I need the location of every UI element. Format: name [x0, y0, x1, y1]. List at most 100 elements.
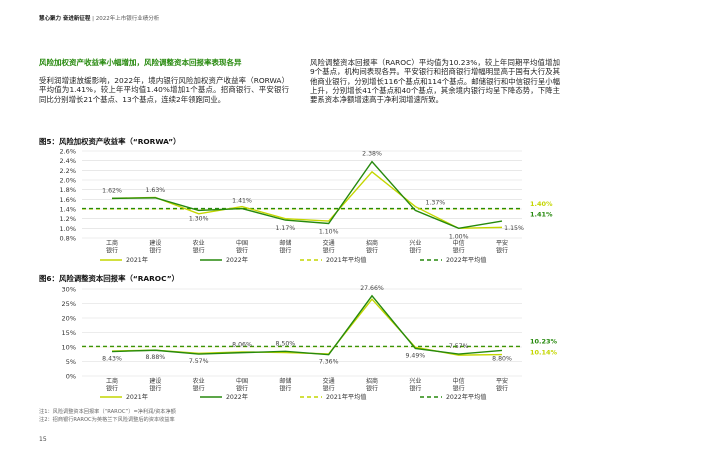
x-tick-label: 交通: [323, 239, 335, 247]
legend-label: 2021年: [126, 256, 148, 264]
y-tick-label: 2.6%: [59, 148, 76, 156]
data-label: 1.41%: [232, 198, 252, 205]
y-tick-label: 1.0%: [59, 225, 76, 233]
right-paragraph: 风险调整资本回报率（RAROC）平均值为10.23%，较上年同期平均值增加9个基…: [310, 58, 560, 105]
figure5-title: 图5：风险加权资产收益率（“RORWA”）: [39, 136, 180, 147]
x-tick-label: 银行: [106, 247, 118, 255]
legend-label: 2022年平均值: [446, 393, 487, 401]
x-tick-label: 银行: [236, 385, 248, 393]
y-tick-label: 30%: [62, 286, 76, 294]
data-label: 27.66%: [360, 285, 384, 292]
x-tick-label: 银行: [149, 247, 161, 255]
figure5-caption: 风险加权资产收益率（“RORWA”）: [58, 137, 181, 146]
x-tick-label: 银行: [453, 247, 465, 255]
x-tick-label: 建设: [149, 239, 161, 247]
y-tick-label: 15%: [62, 329, 76, 337]
series-line: [111, 170, 503, 230]
average-label: 1.41%: [530, 211, 553, 219]
series-line: [111, 294, 503, 356]
x-tick-label: 交通: [323, 377, 335, 385]
x-tick-label: 银行: [323, 247, 335, 255]
x-tick-label: 银行: [236, 247, 248, 255]
x-tick-label: 招商: [366, 239, 378, 247]
data-label: 1.62%: [102, 187, 122, 194]
y-tick-label: 25%: [62, 300, 76, 308]
data-label: 1.10%: [319, 229, 339, 236]
figure6-number: 图6：: [39, 274, 59, 283]
data-label: 8.50%: [276, 340, 296, 347]
y-tick-label: 1.2%: [59, 215, 76, 223]
y-tick-label: 20%: [62, 315, 76, 323]
data-label: 8.80%: [492, 355, 512, 362]
y-tick-label: 2.0%: [59, 177, 76, 185]
x-tick-label: 建设: [149, 377, 161, 385]
average-label: 1.40%: [530, 200, 553, 208]
x-tick-label: 银行: [279, 385, 291, 393]
rorwa-chart: 0.8% 1.0% 1.2%1.4% 1.6% 1.8%2.0% 2.2% 2.4%2.6%…: [59, 148, 553, 265]
data-label: 9.49%: [406, 352, 426, 359]
x-tick-label: 邮储: [279, 377, 291, 385]
note-2: 注2：招商银行RAROC为英格兰下风险调整后的资本收益率: [39, 417, 175, 423]
x-tick-label: 银行: [366, 385, 378, 393]
data-label: 1.37%: [426, 199, 446, 206]
y-tick-label: 0%: [66, 373, 76, 381]
x-tick-label: 招商: [366, 377, 378, 385]
data-label: 1.30%: [189, 215, 209, 222]
data-label: 2.38%: [362, 151, 382, 158]
header-title: 2022年上市银行业绩分析: [95, 16, 160, 22]
data-label: 8.06%: [232, 342, 252, 349]
left-paragraph: 受利润增速放缓影响，2022年，境内银行风险加权资产收益率（RORWA）平均值为…: [39, 76, 289, 104]
x-tick-label: 银行: [193, 247, 205, 255]
x-tick-label: 银行: [279, 247, 291, 255]
series-line: [111, 160, 503, 230]
x-tick-label: 邮储: [279, 239, 291, 247]
average-label: 10.14%: [530, 349, 558, 357]
data-label: 1.15%: [504, 225, 524, 232]
x-tick-label: 平安: [496, 377, 508, 385]
x-tick-label: 工商: [106, 239, 118, 247]
header-brand: 慧心聚力 奋进新征程: [39, 16, 91, 22]
x-tick-label: 中国: [236, 377, 248, 385]
data-label: 7.36%: [319, 359, 339, 366]
raroc-chart: 0%5%10%15%20%25%30%工商银行建设银行农业银行中国银行邮储银行交…: [62, 285, 558, 401]
y-tick-label: 5%: [66, 358, 76, 366]
x-tick-label: 兴业: [409, 377, 421, 385]
legend-label: 2021年平均值: [326, 393, 367, 401]
data-label: 1.00%: [449, 233, 469, 240]
data-label: 8.43%: [102, 356, 122, 363]
page-number: 15: [39, 436, 47, 443]
y-tick-label: 1.4%: [59, 206, 76, 214]
x-tick-label: 银行: [409, 247, 421, 255]
x-tick-label: 中国: [236, 239, 248, 247]
note-1: 注1：风险调整资本回报率（“RAROC”）=净利润/资本净额: [39, 409, 176, 415]
y-tick-label: 2.4%: [59, 157, 76, 165]
y-tick-label: 0.8%: [59, 235, 76, 243]
legend-label: 2021年平均值: [326, 256, 367, 264]
x-tick-label: 银行: [323, 385, 335, 393]
x-tick-label: 银行: [149, 385, 161, 393]
x-tick-label: 银行: [106, 385, 118, 393]
data-label: 8.88%: [146, 354, 166, 361]
x-tick-label: 银行: [366, 247, 378, 255]
figure6-title: 图6：风险调整资本回报率（“RAROC”）: [39, 273, 179, 284]
x-tick-label: 银行: [453, 385, 465, 393]
figure5-number: 图5：: [39, 137, 59, 146]
x-tick-label: 农业: [193, 377, 205, 385]
x-tick-label: 工商: [106, 377, 118, 385]
y-tick-label: 1.6%: [59, 196, 76, 204]
data-label: 1.63%: [146, 187, 166, 194]
x-tick-label: 农业: [193, 239, 205, 247]
legend-label: 2022年: [226, 393, 248, 401]
data-label: 1.17%: [276, 225, 296, 232]
y-tick-label: 1.8%: [59, 186, 76, 194]
x-tick-label: 银行: [496, 247, 508, 255]
y-tick-label: 10%: [62, 344, 76, 352]
data-label: 7.57%: [449, 343, 469, 350]
x-tick-label: 中信: [453, 377, 465, 385]
legend-label: 2021年: [126, 393, 148, 401]
legend-label: 2022年平均值: [446, 256, 487, 264]
average-label: 10.23%: [530, 337, 558, 345]
x-tick-label: 兴业: [409, 239, 421, 247]
data-label: 7.57%: [189, 358, 209, 365]
x-tick-label: 平安: [496, 239, 508, 247]
